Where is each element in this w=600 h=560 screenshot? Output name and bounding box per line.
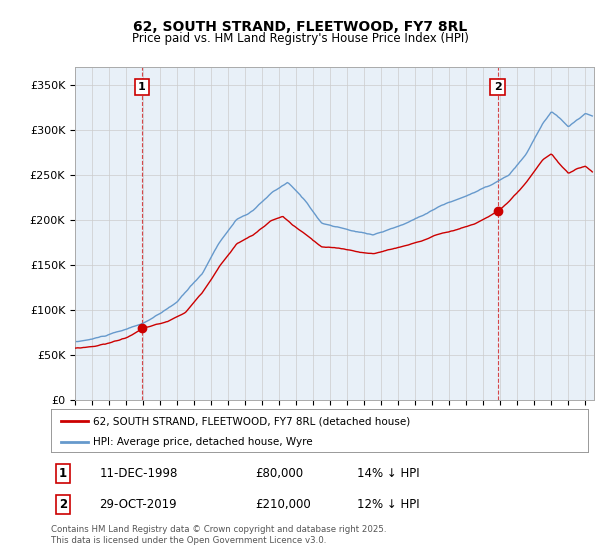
Text: Price paid vs. HM Land Registry's House Price Index (HPI): Price paid vs. HM Land Registry's House … [131, 31, 469, 45]
Text: £210,000: £210,000 [255, 498, 311, 511]
Text: 1: 1 [138, 82, 146, 92]
Text: 62, SOUTH STRAND, FLEETWOOD, FY7 8RL (detached house): 62, SOUTH STRAND, FLEETWOOD, FY7 8RL (de… [93, 417, 410, 426]
Text: 62, SOUTH STRAND, FLEETWOOD, FY7 8RL: 62, SOUTH STRAND, FLEETWOOD, FY7 8RL [133, 20, 467, 34]
Text: 29-OCT-2019: 29-OCT-2019 [100, 498, 177, 511]
Text: 2: 2 [59, 498, 67, 511]
Text: £80,000: £80,000 [255, 467, 303, 480]
Text: 1: 1 [59, 467, 67, 480]
Text: HPI: Average price, detached house, Wyre: HPI: Average price, detached house, Wyre [93, 437, 313, 447]
Text: 11-DEC-1998: 11-DEC-1998 [100, 467, 178, 480]
Text: Contains HM Land Registry data © Crown copyright and database right 2025.
This d: Contains HM Land Registry data © Crown c… [51, 525, 386, 545]
Text: 12% ↓ HPI: 12% ↓ HPI [357, 498, 420, 511]
Text: 2: 2 [494, 82, 502, 92]
Text: 14% ↓ HPI: 14% ↓ HPI [357, 467, 420, 480]
